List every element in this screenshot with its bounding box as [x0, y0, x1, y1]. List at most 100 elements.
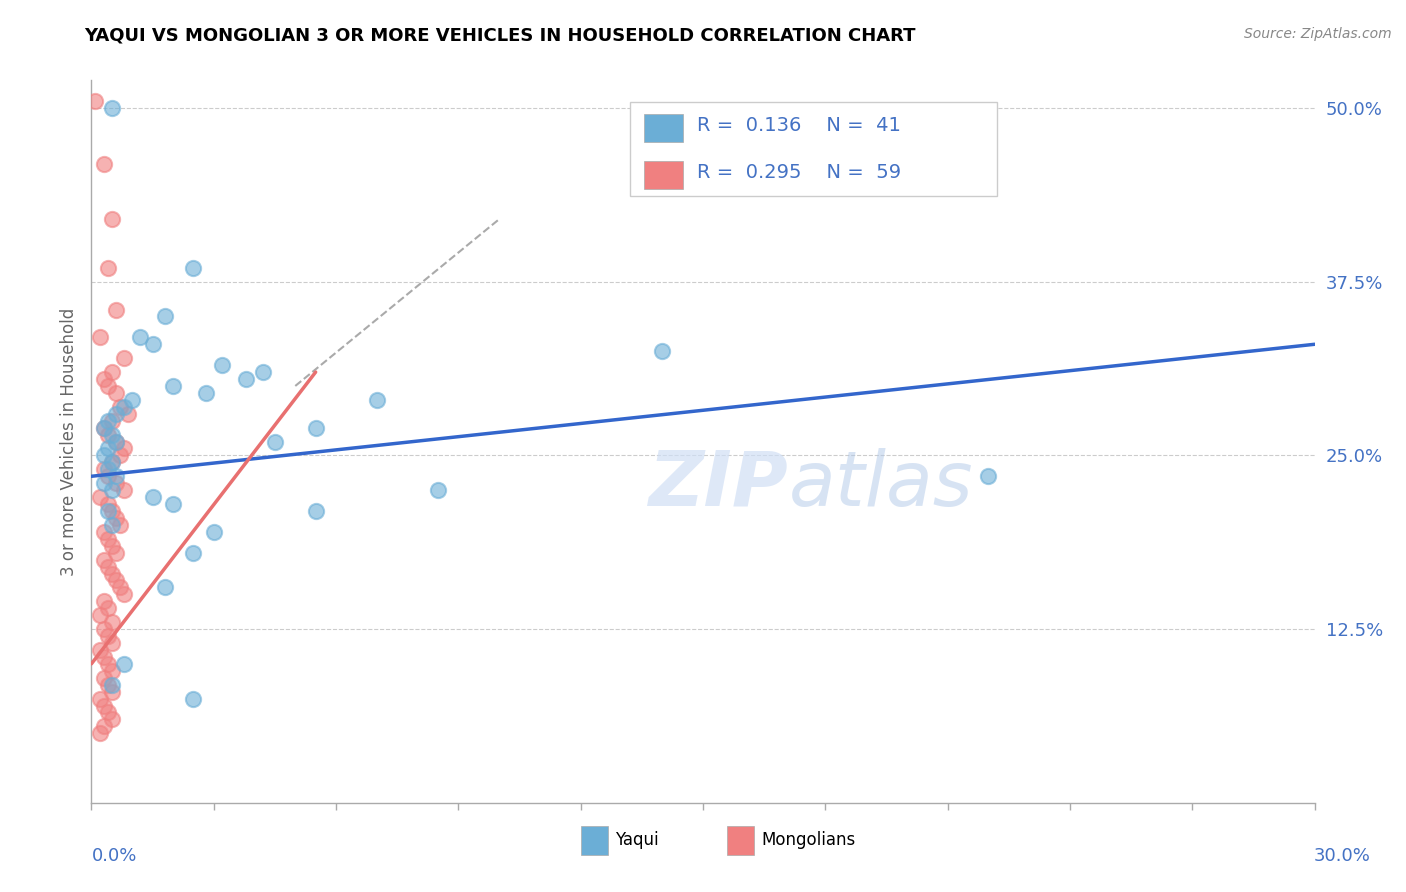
Point — [366, 392, 388, 407]
Point — [162, 497, 184, 511]
Point — [141, 337, 163, 351]
Point — [104, 546, 127, 560]
Point — [101, 365, 124, 379]
Point — [101, 517, 124, 532]
Point — [93, 372, 115, 386]
Point — [304, 504, 326, 518]
Point — [977, 469, 1000, 483]
Point — [93, 622, 115, 636]
Point — [104, 476, 127, 491]
Point — [101, 455, 124, 469]
Text: Mongolians: Mongolians — [762, 831, 856, 849]
Point — [101, 539, 124, 553]
Point — [97, 657, 120, 671]
Point — [101, 684, 124, 698]
Text: R =  0.136    N =  41: R = 0.136 N = 41 — [697, 116, 901, 136]
Point — [112, 442, 135, 456]
Point — [112, 587, 135, 601]
Point — [104, 302, 127, 317]
Bar — [644, 114, 683, 142]
Point — [93, 156, 115, 170]
Point — [112, 351, 135, 366]
Point — [93, 649, 115, 664]
Point — [97, 532, 120, 546]
Bar — [727, 826, 755, 855]
Point — [153, 310, 176, 324]
Point — [101, 212, 124, 227]
Point — [252, 365, 274, 379]
Point — [112, 400, 135, 414]
Point — [117, 407, 139, 421]
Point — [97, 414, 120, 428]
Point — [84, 94, 107, 108]
Text: Yaqui: Yaqui — [614, 831, 658, 849]
Text: 30.0%: 30.0% — [1315, 847, 1371, 865]
Point — [97, 462, 120, 476]
Point — [104, 434, 127, 449]
Point — [101, 483, 124, 498]
Point — [101, 713, 124, 727]
Point — [264, 434, 287, 449]
Text: ZIP: ZIP — [650, 448, 789, 522]
Point — [183, 691, 205, 706]
Point — [101, 427, 124, 442]
Point — [141, 490, 163, 504]
Point — [101, 615, 124, 630]
Point — [101, 414, 124, 428]
Point — [93, 420, 115, 434]
Point — [89, 726, 111, 740]
Point — [89, 691, 111, 706]
Point — [162, 379, 184, 393]
Point — [101, 101, 124, 115]
Point — [104, 407, 127, 421]
Point — [97, 442, 120, 456]
Text: atlas: atlas — [789, 448, 973, 522]
Point — [104, 469, 127, 483]
Point — [104, 574, 127, 588]
Point — [183, 546, 205, 560]
Point — [211, 358, 233, 372]
Point — [97, 260, 120, 275]
Point — [97, 601, 120, 615]
Point — [235, 372, 257, 386]
Point — [101, 664, 124, 678]
Point — [97, 678, 120, 692]
Point — [427, 483, 450, 498]
Point — [93, 552, 115, 566]
Point — [93, 671, 115, 685]
Point — [97, 559, 120, 574]
Point — [104, 511, 127, 525]
Point — [108, 400, 131, 414]
Point — [651, 344, 673, 359]
Point — [101, 504, 124, 518]
Point — [101, 678, 124, 692]
Point — [101, 636, 124, 650]
Point — [97, 427, 120, 442]
Y-axis label: 3 or more Vehicles in Household: 3 or more Vehicles in Household — [59, 308, 77, 575]
Point — [153, 581, 176, 595]
Point — [93, 462, 115, 476]
Point — [108, 449, 131, 463]
Point — [97, 469, 120, 483]
Point — [129, 330, 152, 344]
Point — [93, 594, 115, 608]
Point — [93, 524, 115, 539]
Text: R =  0.295    N =  59: R = 0.295 N = 59 — [697, 163, 901, 182]
Text: 0.0%: 0.0% — [91, 847, 136, 865]
Point — [89, 643, 111, 657]
Point — [108, 517, 131, 532]
Point — [93, 420, 115, 434]
Point — [304, 420, 326, 434]
Point — [183, 260, 205, 275]
Point — [89, 490, 111, 504]
Bar — [581, 826, 607, 855]
Point — [89, 608, 111, 623]
Point — [93, 449, 115, 463]
Point — [93, 476, 115, 491]
Point — [101, 566, 124, 581]
Point — [97, 497, 120, 511]
Text: YAQUI VS MONGOLIAN 3 OR MORE VEHICLES IN HOUSEHOLD CORRELATION CHART: YAQUI VS MONGOLIAN 3 OR MORE VEHICLES IN… — [84, 27, 915, 45]
Point — [104, 434, 127, 449]
Point — [97, 504, 120, 518]
Point — [121, 392, 143, 407]
